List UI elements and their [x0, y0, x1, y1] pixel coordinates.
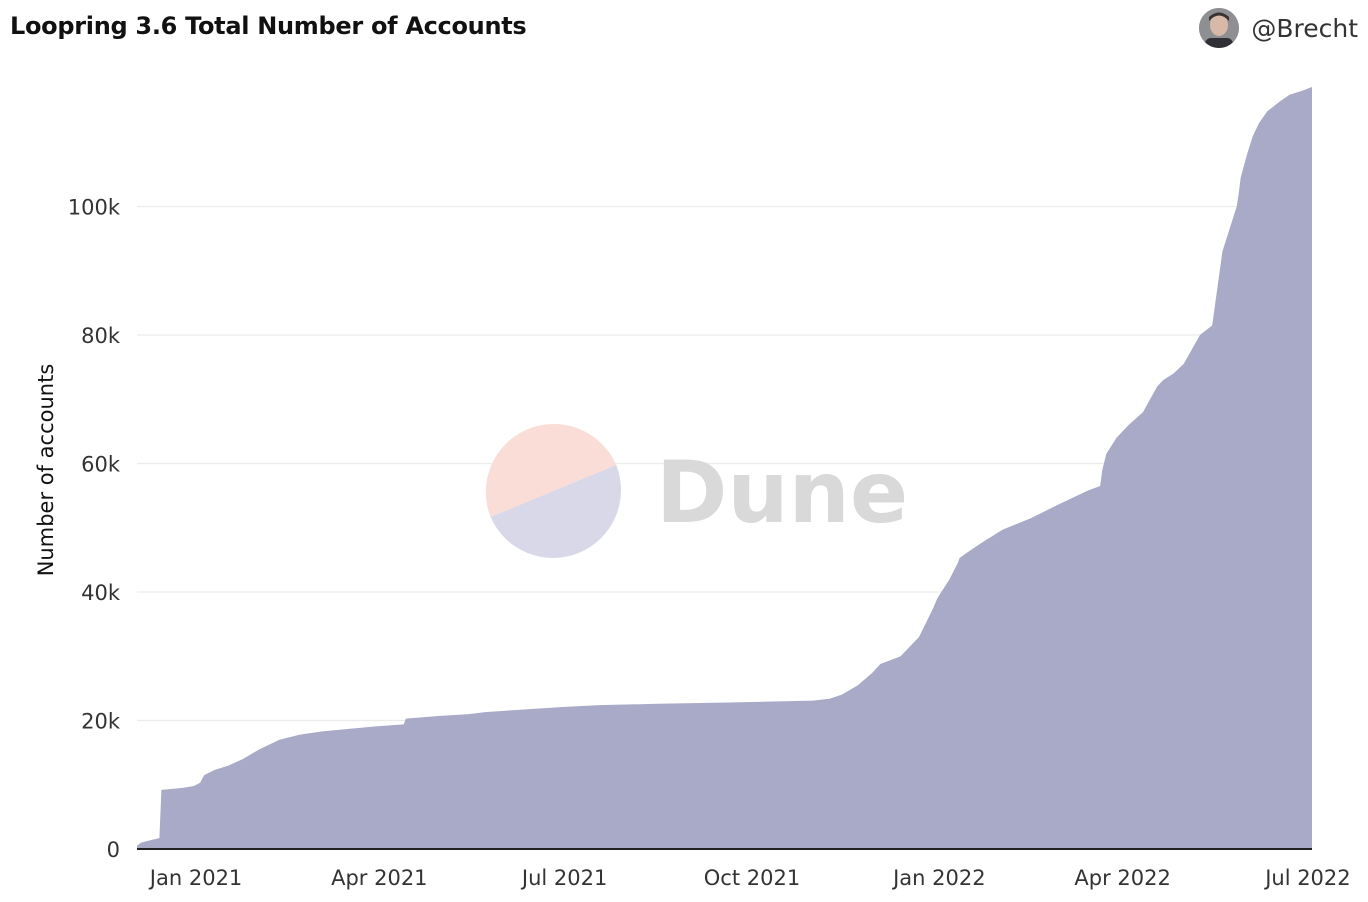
user-avatar-icon [1199, 8, 1240, 48]
x-tick-label: Apr 2022 [1074, 866, 1170, 890]
y-tick-label: 20k [81, 710, 121, 734]
y-axis-label: Number of accounts [34, 364, 58, 577]
y-tick-label: 0 [107, 838, 120, 862]
dune-watermark: Dune [485, 423, 908, 558]
x-tick-label: Jan 2021 [148, 866, 243, 890]
x-tick-label: Oct 2021 [704, 866, 800, 890]
x-tick-label: Jan 2022 [891, 866, 986, 890]
author-badge[interactable]: @Brecht [1199, 8, 1358, 48]
y-axis-ticks: 0 20k 40k 60k 80k 100k [68, 196, 121, 863]
y-tick-label: 100k [68, 196, 121, 220]
x-tick-label: Jul 2021 [520, 866, 607, 890]
dune-watermark-text: Dune [656, 443, 908, 543]
author-name[interactable]: @Brecht [1251, 13, 1358, 43]
avatar[interactable] [1199, 8, 1240, 48]
x-axis-ticks: Jan 2021 Apr 2021 Jul 2021 Oct 2021 Jan 2022… [148, 866, 1351, 890]
x-tick-label: Apr 2021 [331, 866, 427, 890]
y-tick-label: 60k [81, 453, 121, 477]
accounts-area-series[interactable] [137, 87, 1312, 849]
y-tick-label: 40k [81, 581, 121, 605]
dune-logo-bottom-half [490, 464, 621, 558]
chart-title: Loopring 3.6 Total Number of Accounts [10, 12, 527, 40]
x-tick-label: Jul 2022 [1263, 866, 1350, 890]
dune-logo-top-half [485, 423, 617, 518]
y-tick-label: 80k [81, 324, 121, 348]
